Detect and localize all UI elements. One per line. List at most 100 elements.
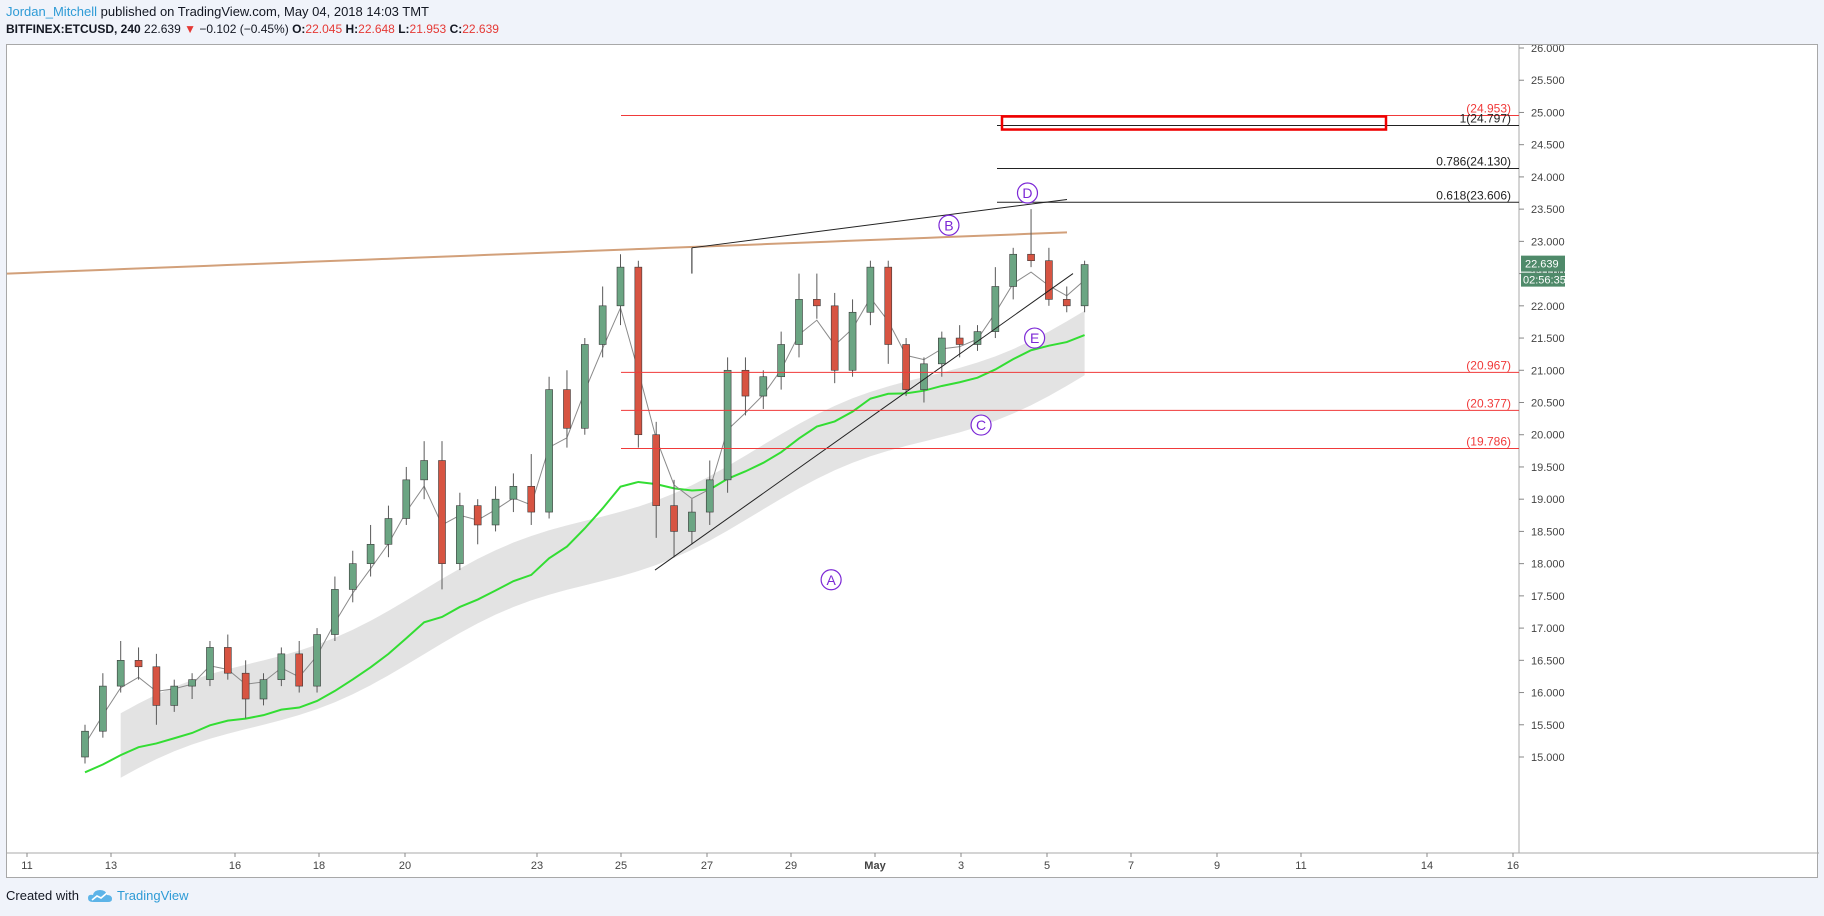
x-tick-label: 5	[1044, 860, 1050, 872]
y-tick-label: 20.500	[1531, 398, 1565, 410]
wave-label: D	[1016, 182, 1039, 204]
candle	[295, 640, 304, 693]
candle-body	[116, 660, 125, 687]
candle-body	[331, 589, 339, 635]
wave-label-circle	[820, 569, 842, 591]
candle-body	[473, 505, 482, 526]
candle	[688, 499, 696, 545]
x-tick-label: May	[864, 860, 886, 872]
candle-body	[759, 376, 768, 397]
lower-trendline	[654, 273, 1074, 571]
x-tick-label: 20	[399, 860, 411, 872]
y-tick-label: 23.500	[1531, 204, 1565, 216]
candle-body	[491, 498, 500, 526]
wave-label-circle	[1016, 182, 1039, 204]
candle	[598, 286, 607, 358]
y-tick-label: 15.500	[1531, 720, 1565, 732]
candle	[723, 357, 732, 493]
price-chart[interactable]: 15.000 15.500 16.000 16.500 17.000 17.500 18.0…	[7, 45, 1819, 879]
x-tick-label: 25	[615, 860, 627, 872]
candle-body	[313, 634, 321, 687]
candle-body	[688, 511, 696, 532]
candle	[1009, 247, 1018, 300]
x-tick-label: 16	[229, 860, 241, 872]
candle-body	[241, 672, 250, 700]
candle-body	[777, 344, 785, 378]
candle	[670, 479, 678, 558]
current-price-badge	[1521, 255, 1565, 272]
published-text: published on TradingView.com, May 04, 20…	[100, 4, 429, 19]
candle	[705, 460, 714, 525]
candle-body	[152, 666, 161, 706]
countdown-badge	[1521, 272, 1565, 287]
low-value: 21.953	[409, 22, 447, 36]
wave-label: C	[970, 414, 992, 436]
candle	[491, 486, 500, 532]
candle-body	[795, 299, 803, 345]
y-tick-label: 24.000	[1531, 172, 1565, 184]
candle-body	[438, 460, 446, 564]
y-tick-label: 17.500	[1531, 591, 1565, 603]
candle	[973, 325, 982, 351]
tradingview-brand-link[interactable]: TradingView	[116, 888, 189, 903]
candle-body	[527, 485, 536, 513]
candle-body	[134, 660, 143, 668]
chart-pane[interactable]: 15.000 15.500 16.000 16.500 17.000 17.500 18.0…	[6, 44, 1819, 879]
countdown-text: 02:56:35	[1523, 275, 1566, 287]
candle	[813, 273, 821, 319]
price-change: −0.102 (−0.45%)	[199, 22, 289, 36]
candle	[384, 505, 393, 558]
candle-body	[866, 266, 875, 313]
candle-body	[991, 286, 1000, 332]
candle	[777, 331, 785, 390]
open-value: 22.045	[305, 22, 343, 36]
candle	[652, 421, 661, 538]
candle-body	[545, 389, 553, 513]
wave-label-circle	[938, 214, 960, 236]
candle-body	[99, 685, 107, 732]
y-tick-label: 25.500	[1531, 75, 1565, 87]
candle-body	[206, 647, 214, 680]
target-zone-rect	[1000, 115, 1388, 131]
close-label: C:	[449, 22, 463, 36]
candle-body	[973, 331, 982, 345]
candle	[616, 254, 625, 326]
x-tick-label: 3	[958, 860, 964, 872]
symbol-name[interactable]: BITFINEX:ETCUSD, 240	[6, 22, 141, 36]
y-tick-label: 19.500	[1531, 462, 1565, 474]
candle-body	[830, 305, 839, 371]
candle	[152, 653, 161, 725]
candle	[134, 647, 143, 680]
candle	[456, 492, 464, 571]
candle-body	[188, 679, 196, 687]
author-link[interactable]: Jordan_Mitchell	[6, 4, 98, 19]
candle-body	[670, 505, 678, 532]
candle	[902, 338, 910, 397]
x-tick-label: 9	[1214, 860, 1220, 872]
candle-body	[563, 389, 571, 429]
candle-body	[848, 311, 857, 371]
candle	[937, 331, 946, 377]
fib-level-label: 0.618(23.606)	[1436, 188, 1511, 202]
candle	[1027, 209, 1035, 268]
candle	[884, 260, 893, 364]
candle-body	[224, 647, 232, 674]
current-price-text: 22.639	[1525, 259, 1559, 271]
candle	[366, 524, 375, 577]
upper-trendline	[691, 198, 1068, 249]
low-label: L:	[398, 22, 410, 36]
candle	[81, 724, 89, 764]
candle	[224, 634, 232, 680]
symbol-line: BITFINEX:ETCUSD, 240 22.639 ▼ −0.102 (−0…	[6, 22, 499, 36]
x-tick-label: 16	[1507, 860, 1519, 872]
wave-label: B	[938, 214, 960, 236]
candle	[206, 640, 214, 687]
fib-level-label: (19.786)	[1466, 435, 1511, 449]
wave-label-circle	[1024, 327, 1046, 349]
candle-body	[652, 434, 661, 506]
wave-label-text: E	[1030, 330, 1039, 346]
candle	[241, 660, 250, 719]
candle	[1062, 286, 1071, 313]
candle-body	[634, 266, 643, 436]
wave-label-text: A	[826, 572, 836, 588]
